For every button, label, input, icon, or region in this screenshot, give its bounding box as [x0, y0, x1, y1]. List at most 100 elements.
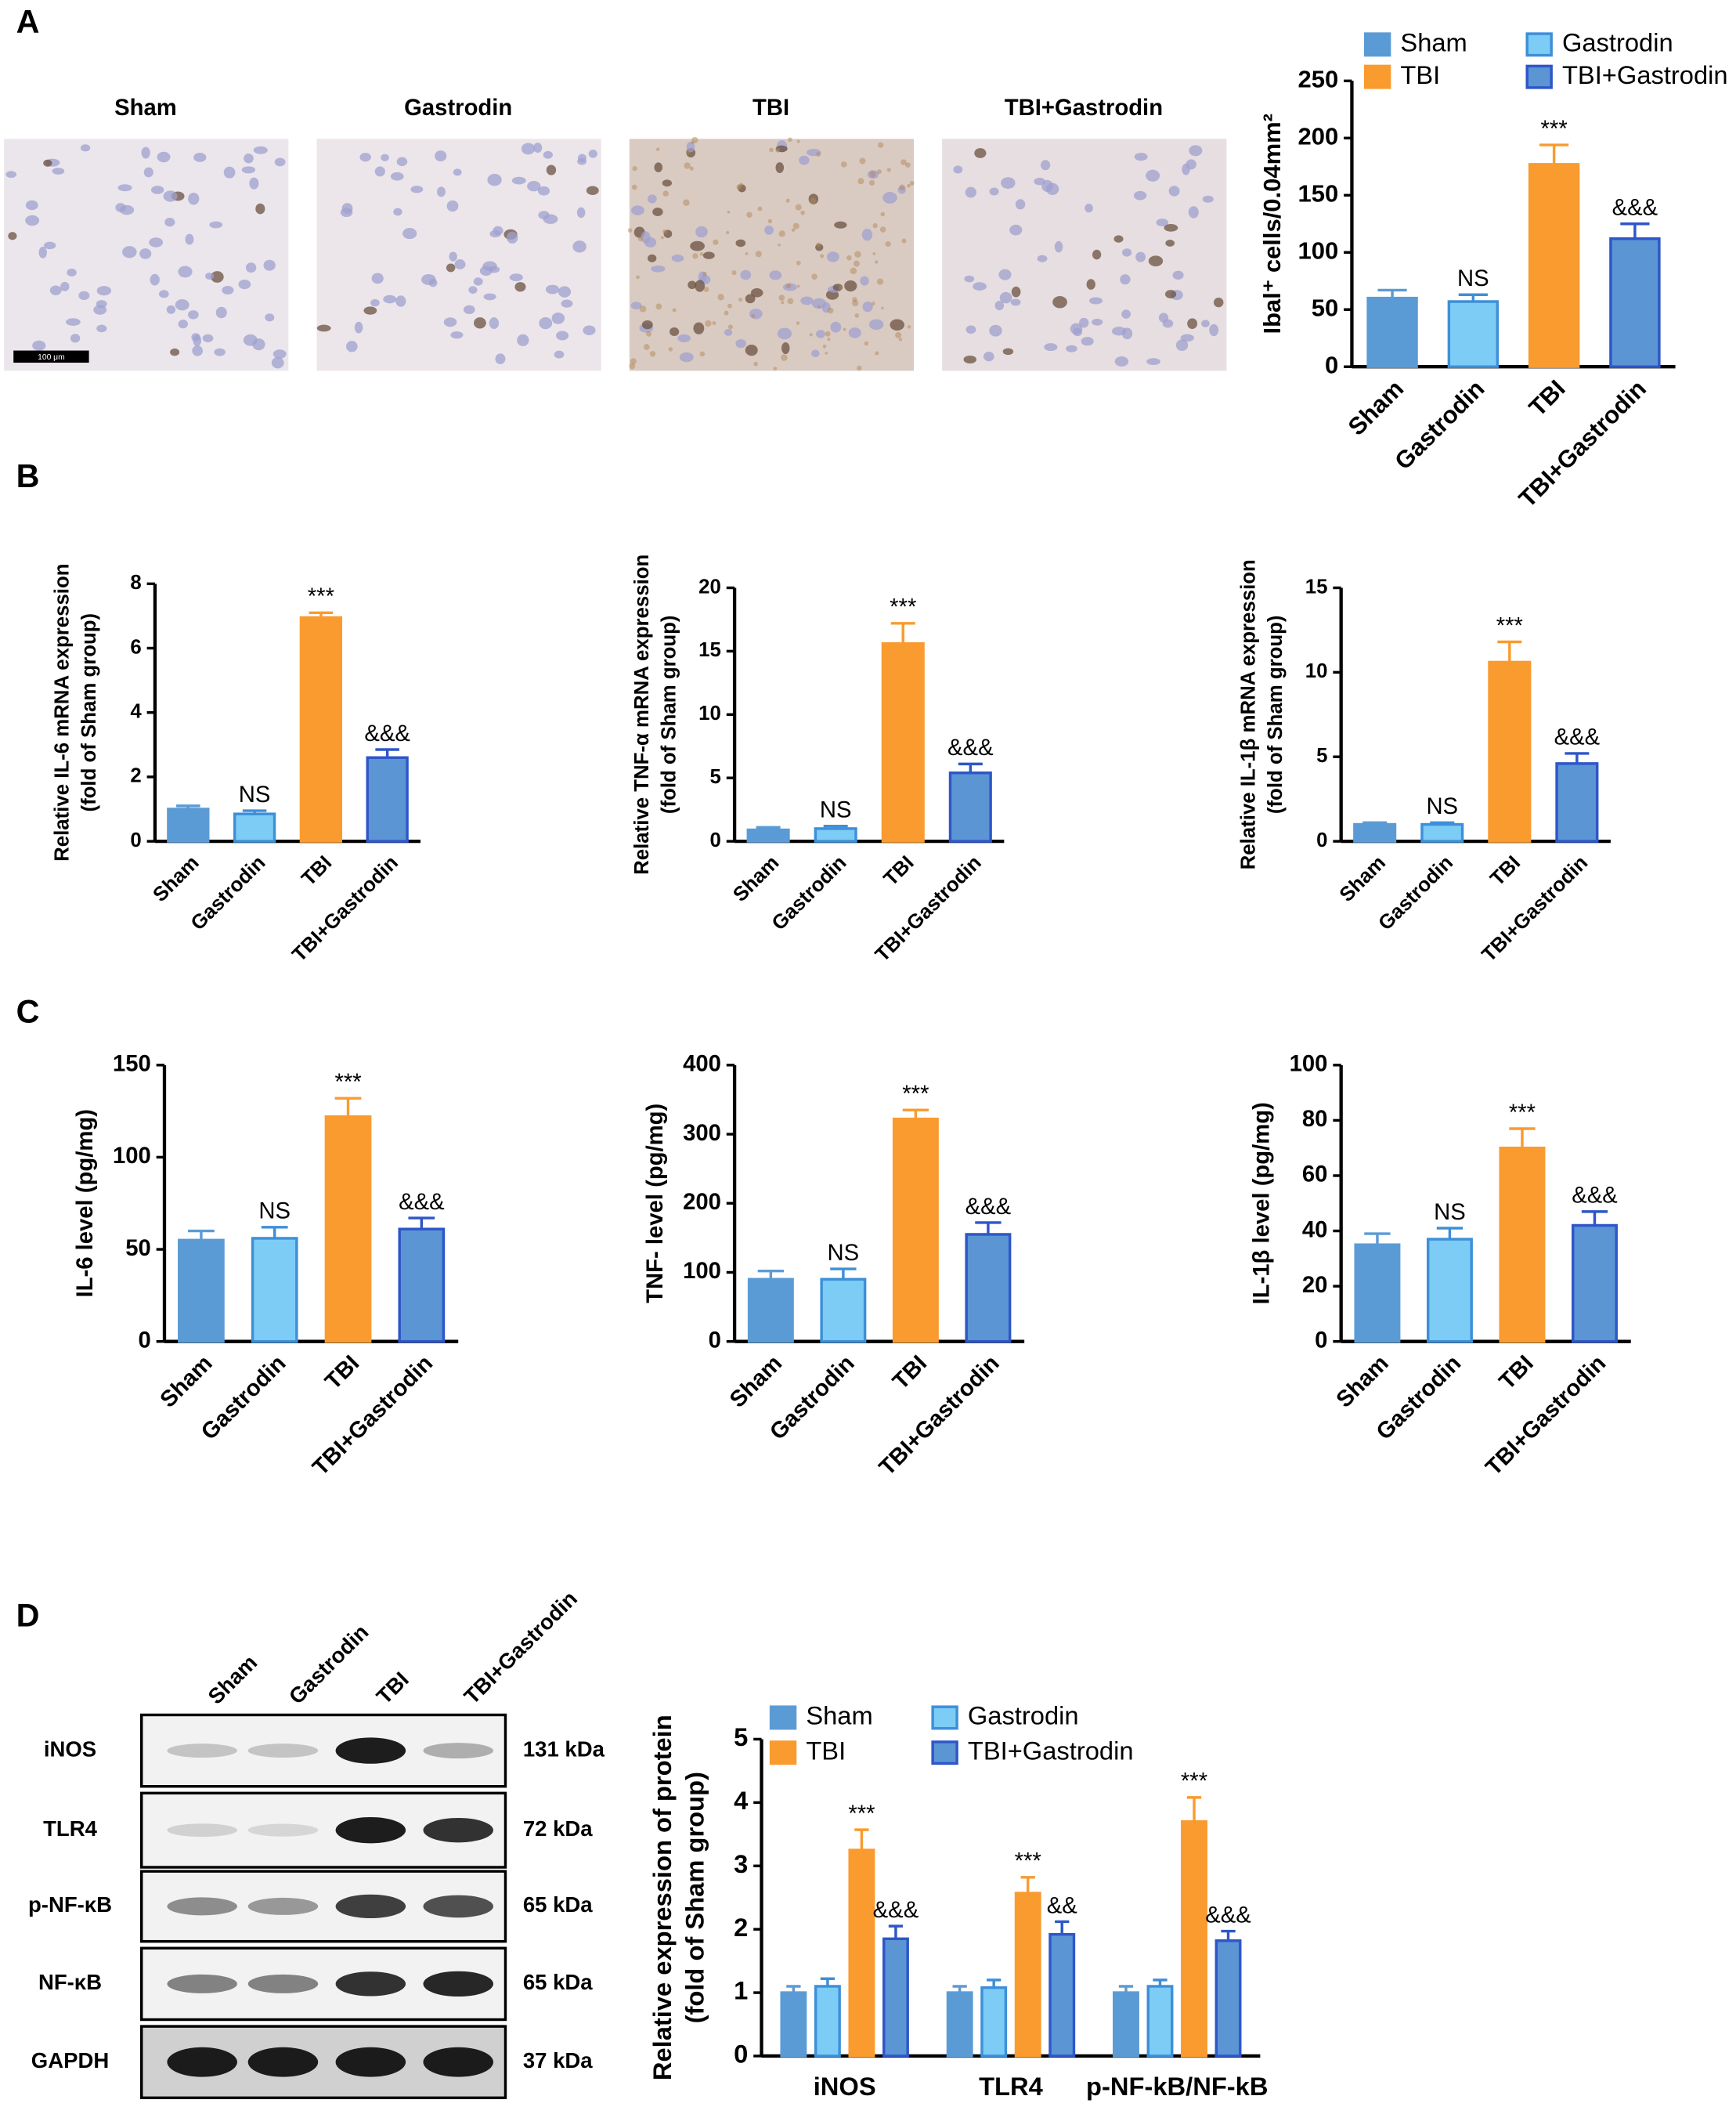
- significance-label: NS: [820, 797, 852, 822]
- cell-nucleus: [209, 221, 223, 229]
- cell-nucleus: [463, 305, 475, 314]
- cell-nucleus: [551, 312, 565, 324]
- blot-band: [423, 1971, 493, 1997]
- stain: [854, 251, 861, 258]
- stain: [738, 298, 743, 302]
- scale-bar: [13, 350, 89, 363]
- cell-nucleus: [735, 239, 746, 248]
- stain: [876, 278, 884, 285]
- bar: [167, 808, 210, 843]
- y-axis-label: Relative expression of protein: [648, 1715, 677, 2080]
- cell-nucleus: [558, 286, 572, 298]
- stain: [869, 171, 876, 178]
- bar: [1426, 1238, 1473, 1343]
- bar: [780, 1991, 807, 2058]
- cell-nucleus: [1002, 348, 1014, 356]
- bar: [1354, 1243, 1401, 1343]
- cell-nucleus: [25, 215, 40, 226]
- cell-nucleus: [468, 286, 478, 295]
- cell-nucleus: [647, 194, 657, 204]
- cell-nucleus: [395, 295, 406, 307]
- stain: [825, 352, 828, 355]
- x-tick-label: TBI: [1486, 851, 1525, 890]
- bar: [1353, 822, 1397, 843]
- y-axis-label: (fold of Sham group): [658, 615, 680, 814]
- y-tick-label: 15: [1305, 576, 1328, 598]
- cell-nucleus: [702, 251, 715, 259]
- cell-nucleus: [724, 328, 733, 336]
- cell-nucleus: [641, 231, 651, 244]
- legend-swatch: [1363, 64, 1391, 89]
- cell-nucleus: [576, 207, 586, 219]
- cell-nucleus: [648, 254, 657, 262]
- cell-nucleus: [1054, 240, 1063, 253]
- cell-nucleus: [188, 310, 199, 320]
- cell-nucleus: [265, 313, 275, 322]
- cell-nucleus: [844, 280, 857, 292]
- cell-nucleus: [49, 285, 62, 295]
- cell-nucleus: [495, 353, 506, 365]
- y-tick-label: 250: [1298, 65, 1339, 92]
- legend-label: TBI+Gastrodin: [968, 1736, 1134, 1765]
- cell-nucleus: [862, 301, 873, 313]
- cell-nucleus: [998, 269, 1012, 280]
- y-axis-label: (fold of Sham group): [680, 1772, 709, 2023]
- cell-nucleus: [78, 291, 90, 301]
- cell-nucleus: [5, 171, 17, 179]
- cell-nucleus: [211, 271, 224, 283]
- cell-nucleus: [371, 273, 384, 284]
- bar: [820, 1277, 867, 1343]
- y-tick-label: 100: [113, 1144, 151, 1169]
- cell-nucleus: [164, 218, 175, 227]
- bar: [1555, 762, 1599, 843]
- legend-swatch: [769, 1740, 797, 1765]
- cell-nucleus: [255, 203, 265, 215]
- y-tick-label: 100: [683, 1259, 721, 1284]
- cell-nucleus: [652, 208, 663, 216]
- cell-nucleus: [489, 317, 500, 329]
- cell-nucleus: [826, 251, 839, 262]
- cell-nucleus: [749, 309, 763, 320]
- y-axis-label: (fold of Sham group): [1265, 615, 1287, 814]
- bar: [892, 1117, 939, 1343]
- cell-nucleus: [170, 348, 180, 356]
- cell-nucleus: [193, 153, 207, 162]
- cell-nucleus: [1070, 323, 1083, 334]
- blot-band: [335, 2047, 406, 2077]
- cell-nucleus: [453, 168, 462, 176]
- y-tick-label: 60: [1302, 1162, 1328, 1187]
- stain: [738, 182, 744, 187]
- cell-nucleus: [1037, 255, 1048, 262]
- cell-nucleus: [253, 146, 268, 154]
- y-axis-label: Ibal⁺ cells/0.04mm²: [1258, 114, 1286, 334]
- cell-nucleus: [1010, 298, 1021, 306]
- bar: [1214, 1939, 1242, 2058]
- cell-nucleus: [402, 228, 417, 240]
- stain: [795, 204, 802, 211]
- cell-nucleus: [202, 334, 214, 343]
- y-tick-label: 0: [1325, 351, 1338, 378]
- legend-swatch: [931, 1740, 958, 1765]
- cell-nucleus: [1040, 160, 1051, 171]
- blot-band: [247, 1974, 319, 1993]
- bar: [178, 1238, 225, 1343]
- stain: [881, 306, 884, 310]
- stain: [785, 198, 790, 203]
- stain: [880, 211, 886, 217]
- cell-nucleus: [252, 338, 265, 351]
- cell-nucleus: [249, 177, 259, 190]
- y-tick-label: 80: [1302, 1107, 1328, 1132]
- cell-nucleus: [115, 203, 126, 212]
- stain: [649, 351, 656, 357]
- blot-band: [335, 1894, 406, 1919]
- cell-nucleus: [1209, 323, 1219, 337]
- cell-nucleus: [143, 167, 153, 178]
- cell-nucleus: [799, 155, 810, 165]
- blot-band: [247, 2047, 319, 2077]
- stain: [816, 152, 821, 157]
- cell-nucleus: [781, 341, 790, 355]
- stain: [668, 347, 673, 352]
- stain: [788, 137, 792, 143]
- y-axis-label: TNF- level (pg/mg): [643, 1104, 668, 1303]
- stain: [757, 206, 763, 211]
